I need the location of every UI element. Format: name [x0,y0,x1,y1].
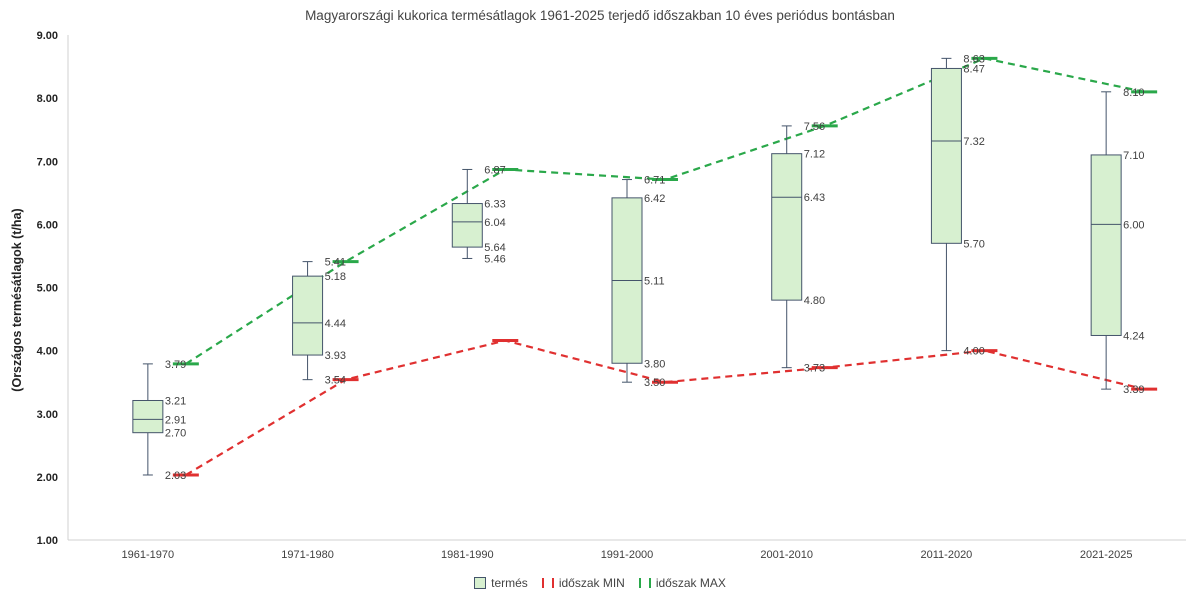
box-body [451,203,483,248]
y-tick-label: 9.00 [37,30,58,42]
y-tick-label: 6.00 [37,219,58,231]
box-body [1090,154,1122,336]
box-value-label: 3.73 [804,363,825,375]
box-value-label: 3.50 [644,377,665,389]
x-tick-label: 2021-2025 [1080,549,1133,561]
box-value-label: 7.12 [804,149,825,161]
box-value-label: 5.11 [644,276,665,288]
box-value-label: 4.00 [963,346,984,358]
box-value-label: 8.10 [1123,87,1144,99]
y-tick-label: 8.00 [37,93,58,105]
box-value-label: 7.32 [963,136,984,148]
box-value-label: 3.79 [165,359,186,371]
legend-label-box: termés [491,576,528,590]
box-value-label: 7.10 [1123,150,1144,162]
box-value-label: 6.71 [644,175,665,187]
box-value-label: 3.93 [325,350,346,362]
box-value-label: 3.54 [325,375,346,387]
x-tick-label: 1991-2000 [601,549,654,561]
legend-swatch-min [541,578,554,588]
legend-label-min: időszak MIN [558,576,625,590]
box-value-label: 5.46 [484,253,505,265]
box-value-label: 7.56 [804,121,825,133]
box-value-label: 6.33 [484,199,505,211]
legend-swatch-box [474,577,487,589]
box-body [292,275,324,356]
box-value-label: 8.47 [963,63,984,75]
y-tick-label: 7.00 [37,156,58,168]
box-value-label: 5.64 [484,242,505,254]
box-value-label: 8.63 [963,53,984,65]
box-body [771,153,803,301]
box-value-label: 2.70 [165,428,186,440]
x-tick-label: 1981-1990 [441,549,494,561]
box-value-label: 5.70 [963,238,984,250]
box-value-label: 2.03 [165,470,186,482]
box-value-label: 3.21 [165,395,186,407]
chart-title: Magyarországi kukorica termésátlagok 196… [305,8,895,23]
legend-item-min[interactable]: időszak MIN [541,576,625,590]
box-value-label: 6.43 [804,192,825,204]
legend-item-max[interactable]: időszak MAX [638,576,726,590]
y-tick-label: 1.00 [37,535,58,547]
x-tick-label: 2001-2010 [760,549,813,561]
box-value-label: 6.04 [484,217,505,229]
box-value-label: 6.42 [644,193,665,205]
box-value-label: 4.44 [325,318,346,330]
box-value-label: 3.80 [644,358,665,370]
box-value-label: 5.18 [325,271,346,283]
x-tick-label: 1961-1970 [122,549,175,561]
box-value-label: 5.41 [325,257,346,269]
box-value-label: 2.91 [165,414,186,426]
y-tick-label: 2.00 [37,472,58,484]
box-value-label: 4.80 [804,295,825,307]
y-tick-label: 5.00 [37,283,58,295]
box-value-label: 6.00 [1123,219,1144,231]
legend-label-max: időszak MAX [655,576,726,590]
box-value-label: 6.87 [484,164,505,176]
legend-swatch-max [638,578,651,588]
box-body [132,399,164,434]
y-tick-label: 4.00 [37,346,58,358]
x-tick-label: 2011-2020 [921,549,973,561]
box-body [930,67,962,244]
box-value-label: 3.39 [1123,384,1144,396]
legend: termés időszak MIN időszak MAX [0,576,1200,590]
x-tick-label: 1971-1980 [281,549,334,561]
legend-item-box[interactable]: termés [474,576,528,590]
box-value-label: 4.24 [1123,330,1144,342]
y-tick-label: 3.00 [37,409,58,421]
